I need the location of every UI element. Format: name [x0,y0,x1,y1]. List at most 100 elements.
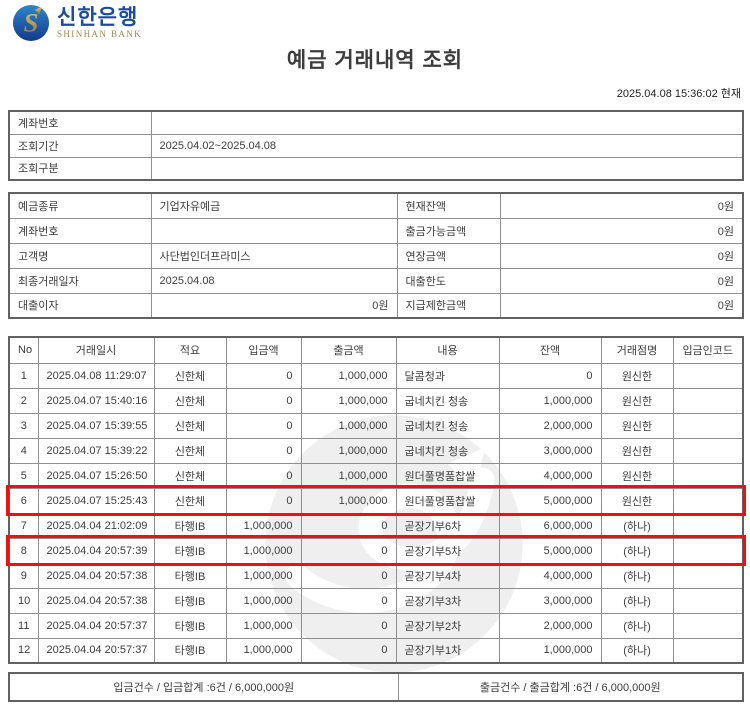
field-label: 조회구분 [8,156,152,181]
transaction-row: 2 2025.04.07 15:40:16 신한체 0 1,000,000 굽네치킨 청송… [8,387,744,414]
transaction-cell-summary: 타행IB [153,512,227,539]
transaction-cell-branch: (하나) [600,512,674,539]
field-label: 대출한도 [396,267,501,294]
query-info-row: 계좌번호 [8,110,744,135]
field-value: 2025.04.02~2025.04.08 [150,133,744,158]
field-label: 지급제한금액 [396,292,501,319]
logo-english-text: SHINHAN BANK [57,28,143,39]
transaction-cell-datetime: 2025.04.04 21:02:09 [37,512,155,539]
transaction-cell-branch: 원신한 [600,362,674,389]
transaction-cell-datetime: 2025.04.04 20:57:39 [37,537,155,564]
transaction-cell-deposit: 1,000,000 [225,637,302,664]
transaction-cell-branch: 원신한 [600,462,674,489]
field-label: 최종거래일자 [8,267,152,294]
transaction-cell-no: 8 [8,537,39,564]
transaction-cell-summary: 타행IB [153,587,227,614]
field-label: 조회기간 [8,133,152,158]
field-label: 현재잔액 [396,192,501,219]
column-header: No [8,336,39,364]
transaction-cell-datetime: 2025.04.07 15:40:16 [37,387,155,414]
transaction-cell-deposit: 1,000,000 [225,612,302,639]
transaction-cell-code [672,562,744,589]
account-info-row: 계좌번호 출금가능금액 0원 [8,217,744,244]
transaction-row: 12 2025.04.04 20:57:37 타행IB 1,000,000 0 곧장기부1… [8,637,744,664]
transaction-cell-deposit: 0 [225,462,302,489]
transaction-cell-no: 9 [8,562,39,589]
logo-korean-text: 신한은행 [57,5,139,29]
transaction-cell-withdrawal: 1,000,000 [300,387,397,414]
transaction-cell-balance: 2,000,000 [498,612,602,639]
column-header: 입금인코드 [672,336,744,364]
transaction-cell-balance: 1,000,000 [498,387,602,414]
withdrawal-summary: 출금건수 / 출금합계 :6건 / 6,000,000원 [397,672,744,702]
transaction-cell-content: 달콤청과 [395,362,500,389]
transaction-row-highlighted: 8 2025.04.04 20:57:39 타행IB 1,000,000 0 곧장기부5차… [6,535,746,566]
transaction-row: 11 2025.04.04 20:57:37 타행IB 1,000,000 0 곧장기부2… [8,612,744,639]
transaction-cell-withdrawal: 0 [300,637,397,664]
transaction-cell-no: 12 [8,637,39,664]
transaction-cell-no: 5 [8,462,39,489]
transaction-cell-summary: 타행IB [153,637,227,664]
field-label: 계좌번호 [8,110,152,135]
transaction-row: 4 2025.04.07 15:39:22 신한체 0 1,000,000 굽네치킨 청송… [8,437,744,464]
transaction-cell-deposit: 1,000,000 [225,562,302,589]
field-label: 예금종류 [8,192,152,219]
transaction-cell-no: 1 [8,362,39,389]
transaction-cell-withdrawal: 0 [300,562,397,589]
column-header: 내용 [395,336,500,364]
transaction-cell-branch: (하나) [600,612,674,639]
transaction-cell-withdrawal: 1,000,000 [300,487,397,514]
account-info-row: 최종거래일자 2025.04.08 대출한도 0원 [8,267,744,294]
transaction-cell-deposit: 0 [225,412,302,439]
field-label: 출금가능금액 [396,217,501,244]
transaction-cell-content: 곧장기부6차 [395,512,500,539]
transaction-cell-branch: 원신한 [600,412,674,439]
account-info-row: 예금종류 기업자유예금 현재잔액 0원 [8,192,744,219]
transaction-cell-no: 4 [8,437,39,464]
column-header: 잔액 [498,336,602,364]
column-header: 적요 [153,336,227,364]
field-value: 0원 [499,267,744,294]
account-info-table: 예금종류 기업자유예금 현재잔액 0원 계좌번호 출금가능금액 0원 고객명 사단법인더프라미스… [8,192,744,319]
transaction-row: 9 2025.04.04 20:57:38 타행IB 1,000,000 0 곧장기부4차… [8,562,744,589]
transaction-cell-balance: 1,000,000 [498,637,602,664]
column-header: 출금액 [300,336,397,364]
transaction-cell-datetime: 2025.04.04 20:57:38 [37,587,155,614]
transaction-cell-content: 곧장기부2차 [395,612,500,639]
transaction-cell-branch: 원신한 [600,437,674,464]
transaction-cell-no: 7 [8,512,39,539]
field-value: 2025.04.08 [150,267,398,294]
column-header: 입금액 [225,336,302,364]
transaction-cell-no: 3 [8,412,39,439]
svg-text:S: S [24,8,39,38]
field-value: 사단법인더프라미스 [150,242,398,269]
transaction-cell-withdrawal: 0 [300,537,397,564]
transaction-cell-summary: 타행IB [153,537,227,564]
transaction-cell-deposit: 1,000,000 [225,512,302,539]
transaction-cell-withdrawal: 1,000,000 [300,462,397,489]
account-info-row: 대출이자 0원 지급제한금액 0원 [8,292,744,319]
transaction-cell-no: 2 [8,387,39,414]
transaction-cell-withdrawal: 1,000,000 [300,437,397,464]
transaction-cell-datetime: 2025.04.07 15:25:43 [37,487,155,514]
transaction-cell-content: 곧장기부4차 [395,562,500,589]
column-header: 거래점명 [600,336,674,364]
transaction-header-row: No 거래일시 적요 입금액 출금액 내용 잔액 거래점명 입금인코드 [8,336,744,364]
transaction-cell-branch: (하나) [600,562,674,589]
transaction-cell-balance: 3,000,000 [498,437,602,464]
transaction-cell-deposit: 1,000,000 [225,587,302,614]
transaction-cell-deposit: 1,000,000 [225,537,302,564]
logo-text: 신한은행 SHINHAN BANK [57,5,143,40]
transaction-row-highlighted: 6 2025.04.07 15:25:43 신한체 0 1,000,000 원더풀명품찹쌀… [6,485,746,516]
transaction-cell-datetime: 2025.04.04 20:57:37 [37,612,155,639]
transaction-cell-branch: 원신한 [600,487,674,514]
deposit-summary: 입금건수 / 입금합계 :6건 / 6,000,000원 [8,672,399,702]
transaction-cell-summary: 타행IB [153,612,227,639]
transaction-cell-content: 원더풀명품찹쌀 [395,487,500,514]
summary-table: 입금건수 / 입금합계 :6건 / 6,000,000원 출금건수 / 출금합계… [8,672,744,702]
transaction-table: No 거래일시 적요 입금액 출금액 내용 잔액 거래점명 입금인코드 1 2025.04.08 … [6,336,746,664]
transaction-cell-withdrawal: 0 [300,512,397,539]
transaction-cell-deposit: 0 [225,437,302,464]
transaction-row: 1 2025.04.08 11:29:07 신한체 0 1,000,000 달콤청과 0 원신… [8,362,744,389]
transaction-cell-code [672,612,744,639]
